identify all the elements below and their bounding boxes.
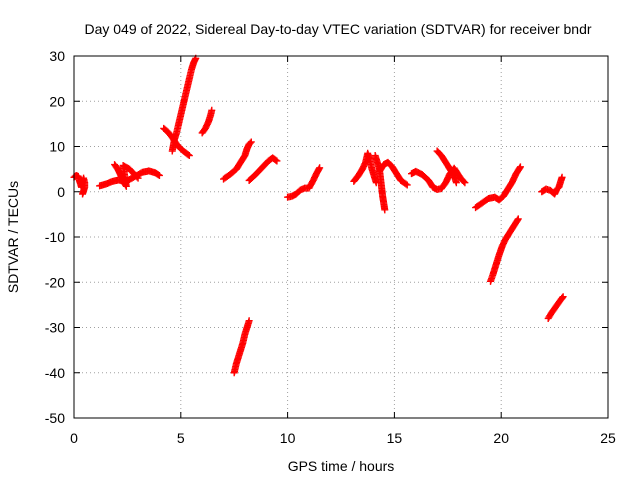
data-point [516,164,524,172]
data-point [381,206,389,214]
data-point [402,180,410,188]
data-point [316,164,324,172]
data-point [558,294,566,302]
x-tick-label: 10 [280,430,296,446]
x-tick-label: 0 [70,430,78,446]
data-point [185,152,193,160]
data-point [247,138,255,146]
data-point [79,190,87,198]
y-tick-label: -50 [45,410,65,426]
x-axis-ticks: 0 5 10 15 20 25 [70,56,616,446]
grid-lines [74,56,608,418]
data-point [403,181,411,189]
y-tick-label: -10 [45,229,65,245]
data-point [155,171,163,179]
data-point [514,215,522,223]
y-tick-label: -20 [45,274,65,290]
x-tick-label: 20 [493,430,509,446]
data-point [184,151,192,159]
data-point [273,157,281,165]
data-series [70,54,567,377]
data-point [208,106,216,114]
y-axis-label: SDTVAR / TECUs [5,181,21,293]
x-axis-label: GPS time / hours [288,458,395,474]
data-point [452,179,460,187]
plot-border [73,55,609,419]
data-point [516,163,524,171]
y-tick-label: -30 [45,320,65,336]
y-axis-ticks: 30 20 10 0 -10 -20 -30 -40 -50 [45,48,608,426]
chart-title: Day 049 of 2022, Sidereal Day-to-day VTE… [84,21,591,37]
x-tick-label: 15 [387,430,403,446]
data-point [514,216,522,224]
data-point [559,293,567,301]
x-tick-label: 25 [600,430,616,446]
data-point [245,317,253,325]
y-tick-label: -40 [45,365,65,381]
y-tick-label: 0 [57,184,65,200]
data-point [133,173,141,181]
data-point [134,174,142,182]
y-tick-label: 30 [49,48,65,64]
data-point [461,179,469,187]
data-point [558,173,566,181]
data-point [272,156,280,164]
data-point [246,139,254,147]
y-tick-label: 20 [49,93,65,109]
y-tick-label: 10 [49,139,65,155]
x-tick-label: 5 [177,430,185,446]
data-point [460,178,468,186]
